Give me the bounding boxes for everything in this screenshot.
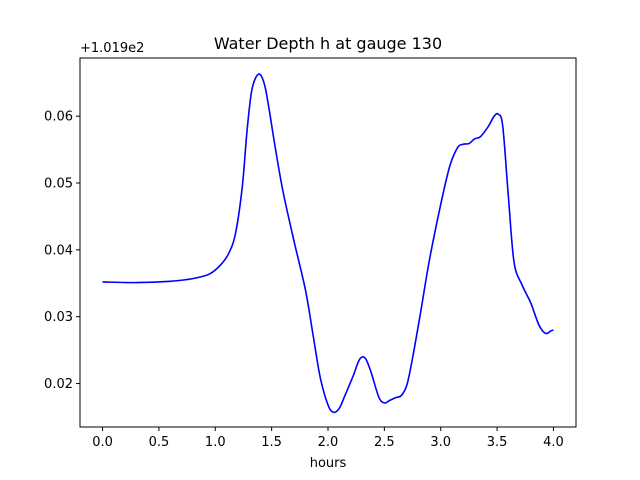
x-tick-label: 2.0 (318, 435, 339, 450)
plot-area (80, 58, 576, 427)
x-tick-label: 0.5 (149, 435, 170, 450)
series-line-0 (102, 73, 554, 414)
x-axis-label: hours (310, 456, 347, 471)
axes-frame (79, 57, 577, 428)
x-tick-label: 0.0 (92, 435, 113, 450)
x-tick-label: 3.0 (430, 435, 451, 450)
x-tick-label: 3.5 (487, 435, 508, 450)
y-tick-label: 0.06 (44, 110, 73, 125)
y-tick-label: 0.03 (44, 310, 73, 325)
ticks-layer: 0.0 0.5 1.0 1.5 2.0 2.5 3.0 3.5 4.0 0.02 0.03 0.04 0… (44, 110, 564, 450)
chart-title: Water Depth h at gauge 130 (214, 34, 442, 53)
x-tick-label: 4.0 (543, 435, 564, 450)
x-tick-label: 1.5 (261, 435, 282, 450)
x-tick-label: 2.5 (374, 435, 395, 450)
y-tick-label: 0.02 (44, 377, 73, 392)
series-layer (102, 73, 554, 414)
y-offset-label: +1.019e2 (80, 41, 144, 56)
y-tick-label: 0.05 (44, 177, 73, 192)
x-tick-label: 1.0 (205, 435, 226, 450)
y-tick-label: 0.04 (44, 243, 73, 258)
